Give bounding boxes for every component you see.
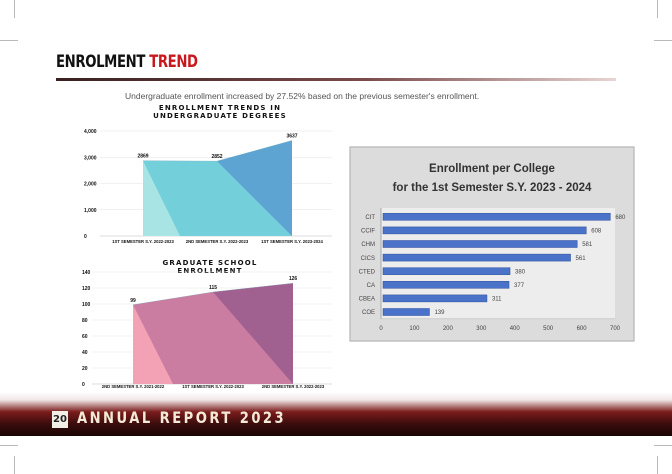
college-x-tick-label: 100 bbox=[409, 326, 420, 332]
college-bar bbox=[382, 213, 611, 221]
page-title-accent: TREND bbox=[149, 52, 198, 72]
gs-y-tick-label: 40 bbox=[82, 350, 88, 356]
college-category-label: CICS bbox=[361, 256, 375, 262]
college-data-label: 561 bbox=[576, 256, 587, 262]
college-bar bbox=[382, 294, 488, 303]
crop-mark-bottom-right-h bbox=[654, 445, 672, 446]
college-category-label: CTED bbox=[359, 269, 376, 275]
college-category-label: CBEA bbox=[359, 297, 375, 303]
ug-category-label: 1ST SEMESTER S.Y. 2022-2023 bbox=[112, 239, 174, 244]
gs-y-tick-label: 100 bbox=[82, 302, 91, 308]
crop-mark-bottom-right-v bbox=[657, 456, 658, 474]
page-title-main: ENROLMENT bbox=[56, 52, 145, 72]
college-data-label: 608 bbox=[591, 229, 602, 235]
college-chart-title-line-1: Enrollment per College bbox=[429, 163, 555, 175]
gs-category-label: 2ND SEMESTER S.Y. 2021-2022 bbox=[102, 384, 165, 389]
gs-category-label: 2ND SEMESTER S.Y. 2022-2023 bbox=[262, 384, 325, 389]
college-x-tick-label: 500 bbox=[543, 326, 554, 332]
college-x-tick-label: 300 bbox=[476, 326, 487, 332]
college-x-tick-label: 200 bbox=[443, 326, 454, 332]
college-bar bbox=[382, 253, 571, 262]
intro-text: Undergraduate enrollment increased by 27… bbox=[125, 91, 480, 101]
college-chart-title-line-2: for the 1st Semester S.Y. 2023 - 2024 bbox=[393, 182, 592, 194]
ug-category-label: 1ST SEMESTER S.Y. 2023-2024 bbox=[261, 239, 323, 244]
gs-chart-title-line-1: GRADUATE SCHOOL bbox=[162, 259, 258, 267]
college-category-label: COE bbox=[362, 310, 375, 316]
college-category-label: CA bbox=[367, 283, 375, 289]
page-number: 20 bbox=[52, 411, 68, 428]
gs-chart-title: GRADUATE SCHOOL ENROLLMENT bbox=[90, 259, 330, 275]
gs-category-label: 1ST SEMESTER S.Y. 2022-2023 bbox=[182, 384, 244, 389]
gs-chart-title-line-2: ENROLLMENT bbox=[177, 267, 243, 275]
crop-mark-right-h bbox=[654, 40, 672, 41]
ug-area-layer-3 bbox=[217, 140, 292, 236]
report-title: ANNUAL REPORT 2023 bbox=[77, 408, 287, 427]
college-data-label: 680 bbox=[615, 215, 626, 221]
crop-mark-left-h bbox=[0, 40, 18, 41]
college-data-label: 139 bbox=[434, 310, 445, 316]
gs-area-layer-3 bbox=[213, 283, 293, 384]
gs-data-label: 126 bbox=[289, 276, 298, 282]
gs-data-label: 115 bbox=[209, 285, 217, 291]
ug-y-tick-label: 3,000 bbox=[84, 155, 97, 161]
ug-data-label: 2869 bbox=[137, 154, 148, 160]
gs-y-tick-label: 20 bbox=[82, 366, 88, 372]
college-bar bbox=[382, 240, 578, 248]
gs-series-line bbox=[132, 282, 294, 306]
ug-y-tick-label: 0 bbox=[84, 234, 87, 240]
college-x-tick-label: 700 bbox=[610, 326, 621, 332]
ug-chart-title-line-1: ENROLLMENT TRENDS IN bbox=[158, 104, 282, 112]
ug-chart-title-line-2: UNDERGRADUATE DEGREES bbox=[153, 112, 287, 120]
college-x-tick-label: 400 bbox=[510, 326, 521, 332]
college-bar bbox=[382, 267, 511, 275]
college-bar bbox=[382, 226, 587, 235]
title-rule bbox=[56, 78, 616, 81]
ug-data-label: 2852 bbox=[211, 154, 222, 160]
college-data-label: 377 bbox=[514, 283, 525, 289]
crop-mark-top-left-v bbox=[14, 0, 15, 18]
ug-series-line bbox=[142, 140, 293, 162]
ug-category-label: 2ND SEMESTER S.Y. 2022-2023 bbox=[186, 239, 249, 244]
crop-mark-bottom-left-v bbox=[14, 456, 15, 474]
college-bar bbox=[382, 281, 510, 289]
gs-y-tick-label: 140 bbox=[82, 270, 91, 276]
gs-data-label: 99 bbox=[130, 298, 136, 304]
gs-y-tick-label: 120 bbox=[82, 286, 91, 292]
ug-chart-title: ENROLLMENT TRENDS IN UNDERGRADUATE DEGRE… bbox=[100, 104, 340, 120]
college-category-label: CHM bbox=[361, 242, 375, 248]
ug-y-tick-label: 2,000 bbox=[84, 182, 97, 188]
gs-y-tick-label: 80 bbox=[82, 318, 88, 324]
college-data-label: 581 bbox=[582, 242, 593, 248]
ug-y-tick-label: 4,000 bbox=[84, 129, 97, 135]
ug-y-tick-label: 1,000 bbox=[84, 208, 97, 214]
ug-data-label: 3637 bbox=[286, 134, 297, 140]
college-x-tick-label: 600 bbox=[577, 326, 588, 332]
college-category-label: CCIF bbox=[361, 229, 375, 235]
page-title: ENROLMENT TREND bbox=[56, 52, 198, 72]
college-bar bbox=[382, 308, 430, 316]
footer-band bbox=[0, 392, 672, 436]
gs-y-tick-label: 0 bbox=[82, 382, 85, 388]
crop-mark-bottom-left-h bbox=[0, 445, 18, 446]
crop-mark-top-right-v bbox=[657, 0, 658, 18]
college-x-tick-label: 0 bbox=[379, 326, 383, 332]
college-data-label: 380 bbox=[515, 269, 526, 275]
college-category-label: CIT bbox=[365, 215, 375, 221]
college-data-label: 311 bbox=[492, 297, 502, 303]
gs-y-tick-label: 60 bbox=[82, 334, 88, 340]
